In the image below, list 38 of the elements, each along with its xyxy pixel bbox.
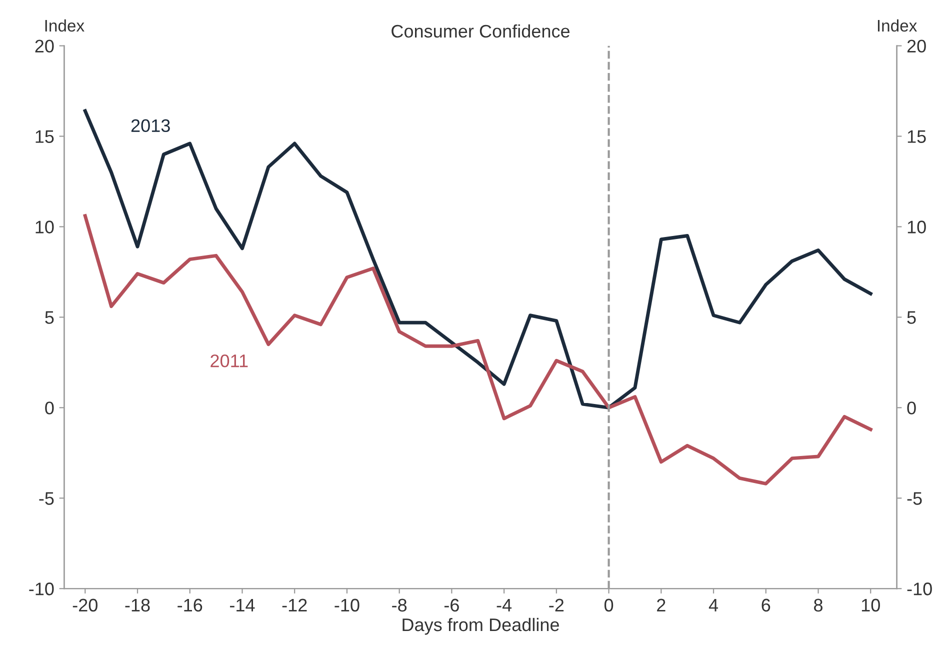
y-axis-title: Index (45, 19, 84, 32)
x-tick-label: 0 (604, 598, 614, 612)
y2-tick-label: 0 (907, 402, 916, 414)
y-tick-label: -10 (29, 582, 54, 596)
x-tick-label: -8 (392, 598, 407, 612)
y2-tick-label: -5 (907, 492, 922, 505)
x-tick-label: 2 (657, 598, 666, 612)
y2-axis-title: Index (878, 19, 918, 32)
y2-tick-label: 20 (907, 40, 926, 52)
x-tick-label: 4 (708, 598, 718, 612)
x-tick-label: -20 (72, 598, 98, 612)
x-tick-label: -14 (230, 598, 255, 612)
y-tick-label: 0 (45, 402, 54, 414)
chart-title: Consumer Confidence (392, 24, 570, 38)
x-tick-label: 8 (814, 598, 822, 612)
line-series (83, 214, 872, 486)
series-label: 2013 (131, 119, 170, 132)
x-tick-label: 10 (862, 598, 880, 612)
y2-tick-label: 10 (908, 220, 926, 234)
series-label: 2011 (210, 354, 248, 368)
x-tick-label: -10 (334, 598, 360, 612)
x-tick-label: -16 (178, 598, 202, 612)
y-tick-label: -5 (39, 492, 54, 505)
x-tick-label: -4 (496, 598, 512, 612)
x-tick-label: -18 (125, 598, 150, 612)
y-tick-label: 5 (45, 311, 54, 324)
x-tick-label: -2 (549, 598, 564, 612)
y-tick-label: 20 (35, 40, 54, 52)
y2-tick-label: 5 (907, 311, 916, 324)
x-tick-label: -12 (282, 598, 307, 612)
x-axis-title: Days from Deadline (402, 618, 559, 635)
y-tick-label: 15 (36, 130, 54, 143)
x-tick-label: -6 (444, 598, 459, 612)
line-series (83, 109, 872, 410)
x-tick-label: 6 (762, 598, 770, 612)
y2-tick-label: 15 (908, 130, 926, 143)
y2-tick-label: -10 (907, 582, 932, 596)
y-tick-label: 10 (36, 220, 54, 234)
